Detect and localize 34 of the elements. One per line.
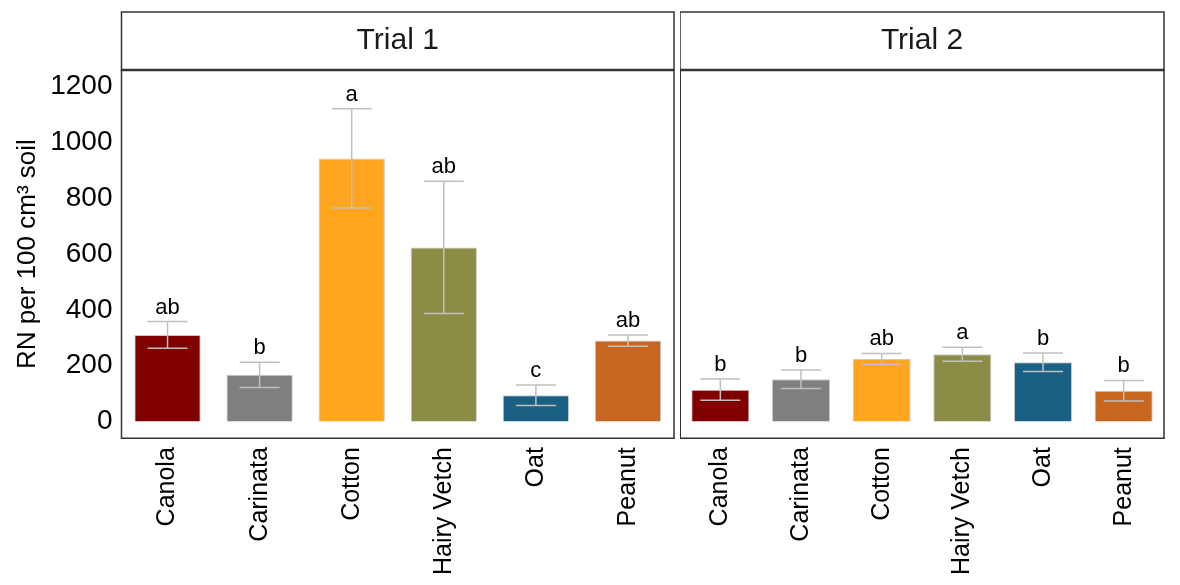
annotation: b: [1117, 352, 1130, 378]
y-tick-label: 1200: [50, 69, 113, 101]
annotation: ab: [431, 153, 457, 179]
y-tick-label: 0: [96, 404, 113, 436]
x-tick-label: Carinata: [243, 447, 272, 542]
annotation: b: [1036, 325, 1050, 351]
annotation: b: [714, 351, 727, 377]
y-tick-label: 600: [65, 236, 113, 268]
y-tick-label: 400: [65, 292, 113, 324]
annotation: ab: [869, 325, 894, 351]
annotation: a: [345, 80, 359, 106]
chart-title: Trial 1: [356, 22, 439, 56]
x-tick-label: Oat: [519, 447, 548, 488]
y-tick-label: 1000: [50, 125, 113, 157]
x-tick-label: Oat: [1026, 447, 1055, 488]
annotation: a: [956, 319, 970, 345]
annotation: ab: [615, 307, 641, 333]
x-tick-label: Hairy Vetch: [946, 447, 975, 576]
y-tick-label: 200: [65, 348, 113, 380]
x-tick-label: Cotton: [865, 447, 894, 521]
x-tick-label: Hairy Vetch: [427, 447, 456, 576]
x-tick-label: Peanut: [1107, 447, 1136, 527]
x-tick-label: Peanut: [611, 447, 640, 527]
x-tick-label: Carinata: [784, 447, 813, 542]
x-tick-label: Cotton: [335, 447, 364, 521]
annotation: ab: [155, 293, 180, 319]
y-tick-label: 800: [65, 181, 113, 213]
x-tick-label: Canola: [704, 447, 733, 527]
annotation: b: [253, 334, 266, 360]
chart-title: Trial 2: [880, 22, 964, 56]
y-axis-title: RN per 100 cm³ soil: [10, 139, 41, 369]
annotation: c: [530, 356, 542, 382]
annotation: b: [794, 342, 808, 368]
x-tick-label: Canola: [151, 447, 180, 527]
